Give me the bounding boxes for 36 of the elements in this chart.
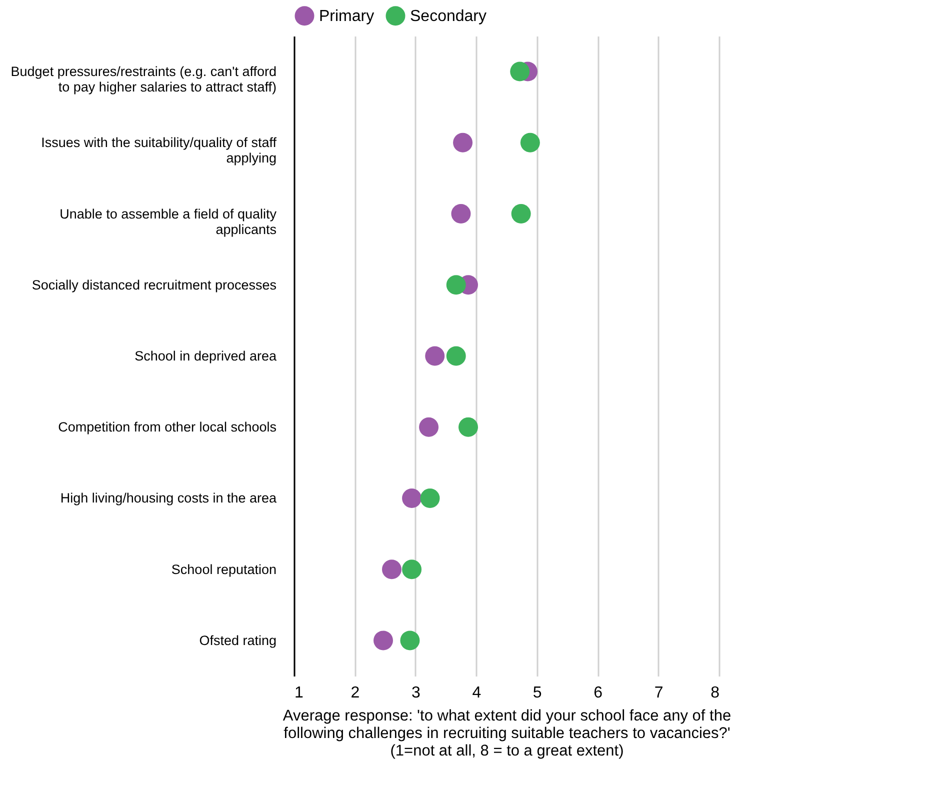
y-tick-label: Ofsted rating bbox=[199, 632, 276, 648]
y-tick-label: Competition from other local schools bbox=[58, 420, 277, 435]
legend-label: Primary bbox=[319, 8, 374, 25]
point bbox=[402, 488, 422, 508]
legend-label: Secondary bbox=[410, 8, 486, 25]
x-tick-label: 7 bbox=[654, 684, 664, 702]
y-tick-label: School in deprived area bbox=[134, 348, 277, 364]
point bbox=[382, 560, 402, 580]
point bbox=[453, 132, 473, 152]
x-tick-label: 3 bbox=[411, 684, 420, 702]
y-tick-label: Unable to assemble a field of quality applicants bbox=[60, 206, 277, 237]
point bbox=[446, 275, 466, 295]
x-axis-title: Average response: 'to what extent did your school face any of the following challenges in recruiting suitable teachers to vacancies?' (1=not at all, 8 = to a great extent) bbox=[282, 708, 732, 760]
point bbox=[420, 488, 440, 508]
point bbox=[402, 560, 422, 580]
y-tick-label: Socially distanced recruitment processes bbox=[32, 277, 277, 292]
point bbox=[451, 204, 471, 224]
x-tick-label: 1 bbox=[294, 684, 304, 702]
y-tick-label: High living/housing costs in the area bbox=[60, 490, 277, 506]
x-tick-label: 4 bbox=[472, 684, 482, 702]
x-tick-label: 2 bbox=[350, 684, 360, 702]
y-tick-label: School reputation bbox=[171, 562, 276, 577]
point bbox=[510, 62, 530, 82]
y-tick-label: Issues with the suitability/quality of staff applying bbox=[41, 135, 277, 166]
point bbox=[458, 417, 478, 437]
point bbox=[511, 204, 531, 224]
point bbox=[446, 346, 466, 366]
point bbox=[520, 132, 540, 152]
point bbox=[425, 346, 445, 366]
point bbox=[400, 630, 420, 650]
x-tick-label: 6 bbox=[594, 684, 603, 702]
y-tick-label: Budget pressures/restraints (e.g. can't afford to pay higher salaries to attract staff) bbox=[10, 64, 276, 95]
point bbox=[419, 417, 439, 437]
point bbox=[374, 630, 393, 650]
x-tick-label: 5 bbox=[532, 684, 542, 702]
x-tick-label: 8 bbox=[710, 684, 720, 702]
